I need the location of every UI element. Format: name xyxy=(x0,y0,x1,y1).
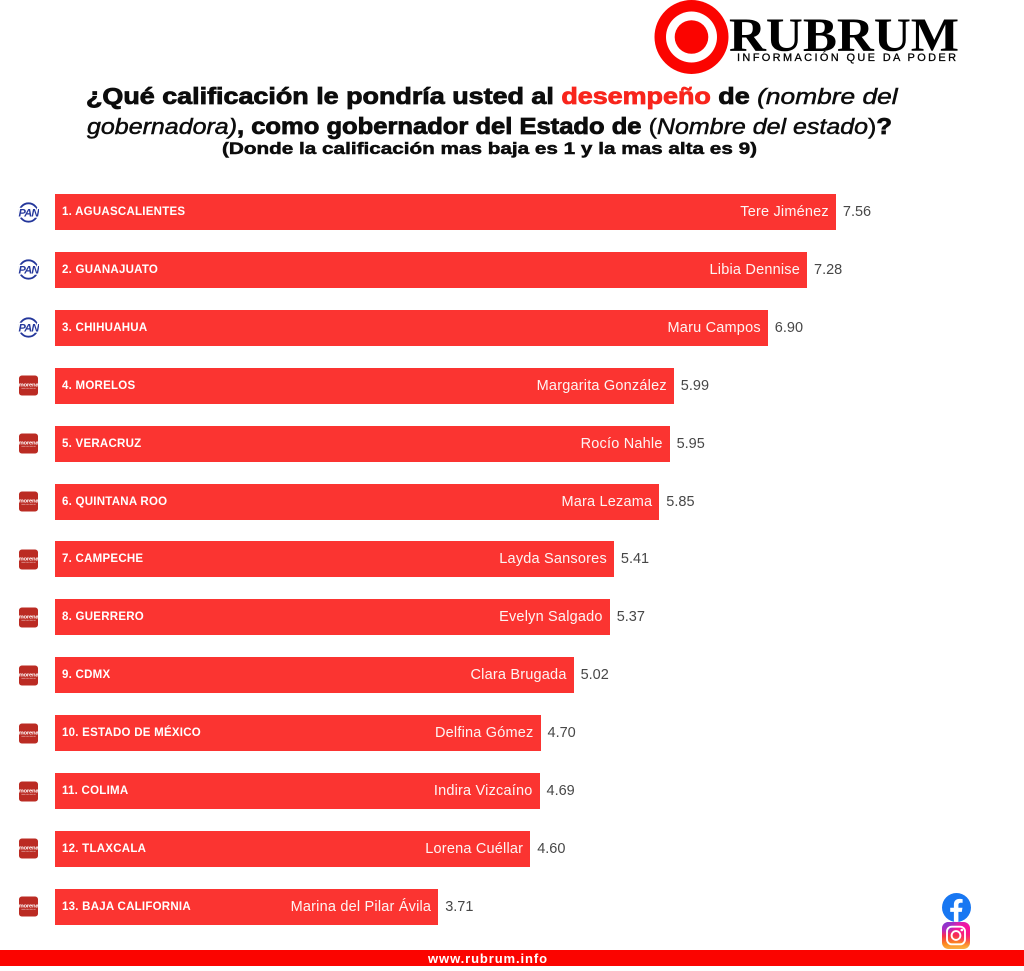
svg-text:PAN: PAN xyxy=(18,207,39,219)
svg-text:PAN: PAN xyxy=(18,323,39,335)
svg-text:morena: morena xyxy=(18,788,39,794)
svg-text:morena: morena xyxy=(18,904,39,910)
svg-text:morena: morena xyxy=(18,730,39,736)
svg-text:morena: morena xyxy=(18,556,39,562)
svg-text:morena: morena xyxy=(18,440,39,446)
svg-text:morena: morena xyxy=(18,498,39,504)
svg-text:morena: morena xyxy=(18,846,39,852)
svg-text:morena: morena xyxy=(18,382,39,388)
svg-text:PAN: PAN xyxy=(18,265,39,277)
svg-text:morena: morena xyxy=(18,672,39,678)
svg-text:morena: morena xyxy=(18,614,39,620)
